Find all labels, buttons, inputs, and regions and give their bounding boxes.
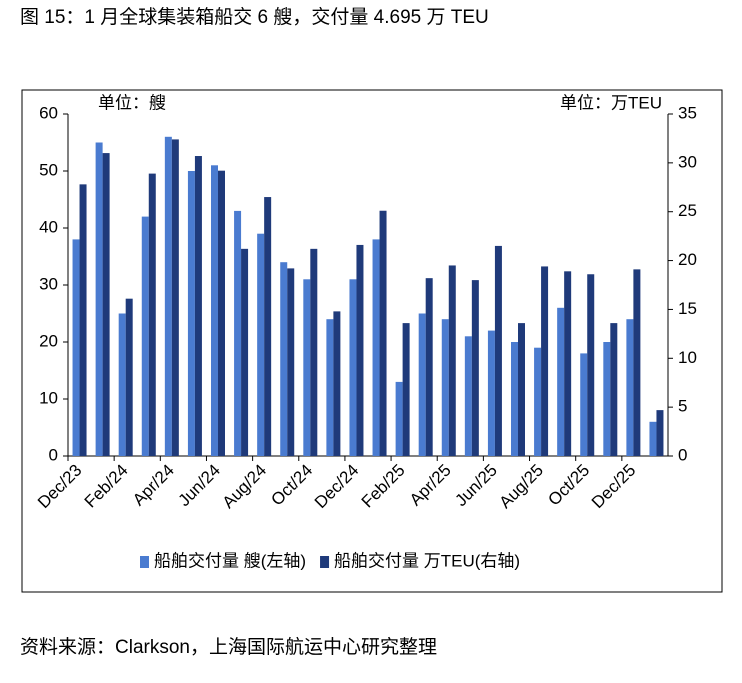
y-tick-label: 10 bbox=[39, 388, 58, 407]
bar bbox=[234, 210, 242, 456]
x-tick-label: Jun/25 bbox=[451, 461, 501, 511]
bar bbox=[541, 266, 549, 456]
y-tick-label: 60 bbox=[39, 103, 58, 122]
x-tick-label: Dec/23 bbox=[34, 461, 86, 513]
bar bbox=[471, 280, 479, 456]
bar bbox=[187, 171, 195, 456]
bar bbox=[379, 210, 387, 456]
x-tick-label: Apr/24 bbox=[129, 461, 178, 510]
bar bbox=[125, 298, 133, 456]
y-tick-label: 0 bbox=[49, 445, 58, 464]
bar bbox=[79, 184, 87, 456]
x-tick-label: Aug/24 bbox=[219, 461, 271, 513]
bar bbox=[333, 311, 341, 456]
chart-title: 图 15：1 月全球集装箱船交 6 艘，交付量 4.695 万 TEU bbox=[20, 6, 489, 28]
x-tick-label: Jun/24 bbox=[174, 461, 224, 511]
bar bbox=[610, 323, 618, 456]
bar bbox=[603, 342, 611, 456]
x-tick-label: Dec/25 bbox=[588, 461, 640, 513]
x-tick-label: Aug/25 bbox=[496, 461, 548, 513]
bar bbox=[441, 319, 449, 456]
y2-tick-label: 20 bbox=[678, 250, 697, 269]
y2-tick-label: 30 bbox=[678, 152, 697, 171]
bar bbox=[280, 262, 288, 456]
bar bbox=[518, 323, 525, 456]
y-tick-label: 30 bbox=[39, 274, 58, 293]
bar bbox=[303, 279, 311, 456]
y2-tick-label: 10 bbox=[678, 348, 697, 367]
bar bbox=[580, 353, 588, 456]
x-tick-label: Oct/25 bbox=[544, 461, 593, 510]
x-tick-label: Dec/24 bbox=[311, 461, 363, 513]
y2-tick-label: 0 bbox=[678, 445, 687, 464]
y-tick-label: 20 bbox=[39, 331, 58, 350]
y2-tick-label: 35 bbox=[678, 103, 697, 122]
bar bbox=[264, 197, 272, 457]
bar bbox=[564, 271, 572, 456]
bar bbox=[656, 410, 664, 456]
bar bbox=[194, 156, 202, 456]
y-tick-label: 40 bbox=[39, 217, 58, 236]
bar bbox=[171, 139, 179, 457]
bar bbox=[241, 248, 249, 456]
y2-tick-label: 15 bbox=[678, 299, 697, 318]
y2-tick-label: 25 bbox=[678, 201, 697, 220]
bar bbox=[464, 336, 472, 456]
bar bbox=[349, 279, 357, 456]
legend-swatch bbox=[320, 556, 330, 568]
source: 资料来源：Clarkson，上海国际航运中心研究整理 bbox=[20, 636, 437, 658]
bar bbox=[633, 269, 641, 456]
bar bbox=[487, 330, 495, 456]
bar bbox=[587, 274, 595, 456]
bar bbox=[425, 278, 433, 456]
y2-tick-label: 5 bbox=[678, 397, 687, 416]
bar bbox=[141, 216, 149, 456]
bar bbox=[372, 239, 380, 456]
left-unit: 单位：艘 bbox=[98, 93, 166, 112]
bar bbox=[418, 313, 426, 456]
bar bbox=[310, 248, 318, 456]
frame bbox=[21, 89, 723, 593]
bar bbox=[95, 142, 103, 456]
x-tick-label: Apr/25 bbox=[406, 461, 455, 510]
right-unit: 单位：万TEU bbox=[560, 93, 662, 112]
bar bbox=[218, 170, 225, 456]
bar bbox=[626, 319, 634, 456]
bar bbox=[511, 342, 518, 456]
bar bbox=[257, 233, 265, 456]
bar bbox=[557, 307, 565, 456]
legend-label: 船舶交付量 艘(左轴) bbox=[154, 551, 306, 570]
bar bbox=[72, 239, 80, 456]
bar bbox=[402, 323, 410, 456]
bar bbox=[448, 265, 456, 456]
y-tick-label: 50 bbox=[39, 160, 58, 179]
bar bbox=[395, 381, 403, 456]
bar bbox=[326, 319, 334, 456]
legend-label: 船舶交付量 万TEU(右轴) bbox=[334, 551, 520, 570]
legend-swatch bbox=[140, 556, 149, 568]
bar bbox=[148, 173, 156, 456]
bar bbox=[356, 244, 364, 456]
x-tick-label: Feb/25 bbox=[358, 461, 409, 512]
bar bbox=[102, 153, 110, 457]
x-tick-label: Feb/24 bbox=[81, 461, 132, 512]
x-tick-label: Oct/24 bbox=[267, 461, 316, 510]
bar bbox=[118, 313, 126, 456]
bar bbox=[211, 165, 218, 457]
bar bbox=[164, 136, 172, 457]
bar bbox=[649, 421, 657, 456]
bar bbox=[494, 245, 502, 456]
bar bbox=[287, 268, 295, 456]
bar bbox=[534, 347, 542, 456]
